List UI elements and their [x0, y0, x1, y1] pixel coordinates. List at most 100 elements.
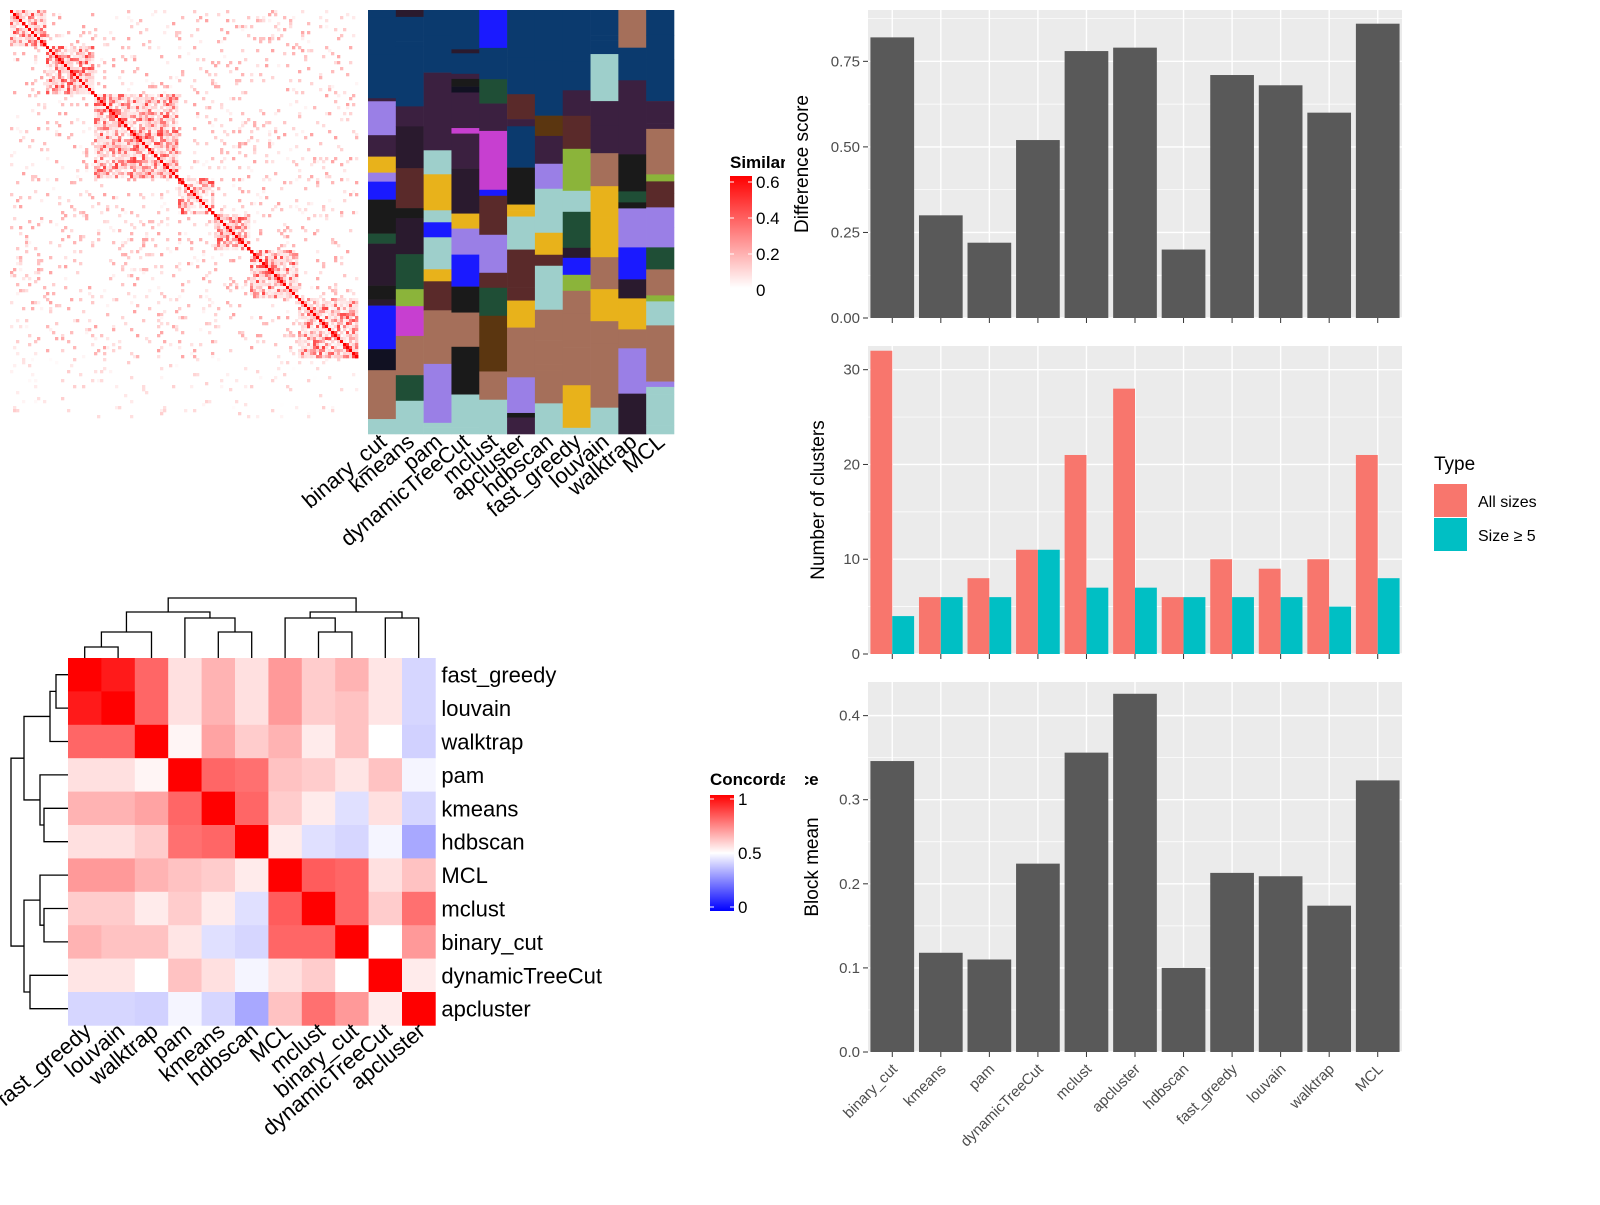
similarity-cell — [124, 103, 128, 107]
similarity-cell — [238, 130, 242, 134]
similarity-cell — [133, 157, 137, 161]
similarity-cell — [76, 67, 80, 71]
similarity-cell — [166, 142, 170, 146]
similarity-cell — [52, 58, 56, 62]
similarity-cell — [91, 13, 95, 17]
similarity-cell — [40, 13, 44, 17]
concordance-cell — [68, 958, 102, 993]
annotation-block — [590, 321, 619, 344]
similarity-cell — [40, 25, 44, 29]
similarity-cell — [226, 151, 230, 155]
similarity-cell — [286, 250, 290, 254]
similarity-cell — [70, 133, 74, 137]
similarity-cell — [31, 67, 35, 71]
similarity-cell — [187, 217, 191, 221]
similarity-cell — [277, 286, 281, 290]
similarity-cell — [142, 157, 146, 161]
similarity-cell — [103, 169, 107, 173]
similarity-cell — [166, 133, 170, 137]
similarity-cell — [247, 118, 251, 122]
similarity-cell — [55, 64, 59, 68]
similarity-cell — [313, 340, 317, 344]
similarity-cell — [133, 145, 137, 149]
similarity-cell — [91, 301, 95, 305]
annotation-block — [451, 398, 480, 428]
similarity-cell — [322, 361, 326, 365]
similarity-cell — [43, 286, 47, 290]
similarity-cell — [325, 355, 329, 359]
similarity-cell — [346, 250, 350, 254]
similarity-cell — [241, 247, 245, 251]
concordance-cell — [168, 825, 202, 859]
similarity-cell — [133, 97, 137, 101]
similarity-cell — [94, 106, 98, 110]
similarity-cell — [10, 43, 14, 47]
y-axis-label: Number of clusters — [808, 420, 829, 579]
similarity-cell — [265, 196, 269, 200]
similarity-cell — [139, 151, 143, 155]
similarity-cell — [301, 352, 305, 356]
similarity-cell — [58, 88, 62, 92]
similarity-cell — [178, 46, 182, 50]
similarity-cell — [82, 82, 86, 86]
similarity-cell — [352, 130, 356, 134]
similarity-cell — [205, 400, 209, 404]
similarity-cell — [106, 220, 110, 224]
similarity-cell — [139, 124, 143, 128]
similarity-cell — [139, 139, 143, 143]
annotation-block — [646, 295, 675, 302]
similarity-cell — [136, 67, 140, 71]
similarity-cell — [328, 328, 332, 332]
similarity-cell — [61, 229, 65, 233]
similarity-cell — [277, 250, 281, 254]
similarity-cell — [208, 304, 212, 308]
similarity-cell — [298, 70, 302, 74]
similarity-cell — [193, 79, 197, 83]
concordance-cell — [68, 825, 102, 859]
similarity-cell — [64, 214, 68, 218]
similarity-cell — [94, 34, 98, 38]
similarity-cell — [175, 136, 179, 140]
similarity-cell — [118, 112, 122, 116]
similarity-cell — [151, 97, 155, 101]
similarity-cell — [136, 166, 140, 170]
similarity-cell — [217, 61, 221, 65]
concordance-cell — [235, 992, 269, 1026]
similarity-cell — [76, 271, 80, 275]
similarity-cell — [13, 43, 17, 47]
similarity-cell — [64, 67, 68, 71]
similarity-cell — [97, 109, 101, 113]
similarity-cell — [118, 115, 122, 119]
similarity-cell — [97, 82, 101, 86]
similarity-cell — [160, 118, 164, 122]
annotation-block — [479, 195, 508, 236]
similarity-cell — [94, 124, 98, 128]
similarity-cell — [157, 232, 161, 236]
similarity-cell — [334, 298, 338, 302]
similarity-cell — [118, 109, 122, 113]
similarity-cell — [121, 160, 125, 164]
similarity-cell — [355, 133, 359, 137]
similarity-cell — [19, 34, 23, 38]
bar — [870, 350, 893, 654]
similarity-cell — [322, 355, 326, 359]
annotation-block — [646, 386, 675, 395]
similarity-cell — [85, 217, 89, 221]
similarity-cell — [262, 322, 266, 326]
similarity-cell — [151, 238, 155, 242]
similarity-cell — [139, 19, 143, 23]
similarity-cell — [103, 154, 107, 158]
similarity-cell — [205, 70, 209, 74]
similarity-cell — [91, 334, 95, 338]
concordance-row-label: fast_greedy — [441, 663, 556, 688]
similarity-cell — [253, 280, 257, 284]
similarity-cell — [220, 379, 224, 383]
similarity-cell — [190, 199, 194, 203]
concordance-cell — [168, 891, 202, 926]
similarity-cell — [343, 328, 347, 332]
similarity-cell — [157, 169, 161, 173]
similarity-cell — [166, 322, 170, 326]
similarity-legend-tick-label: 0.2 — [756, 245, 780, 264]
similarity-cell — [58, 52, 62, 56]
similarity-cell — [43, 28, 47, 32]
